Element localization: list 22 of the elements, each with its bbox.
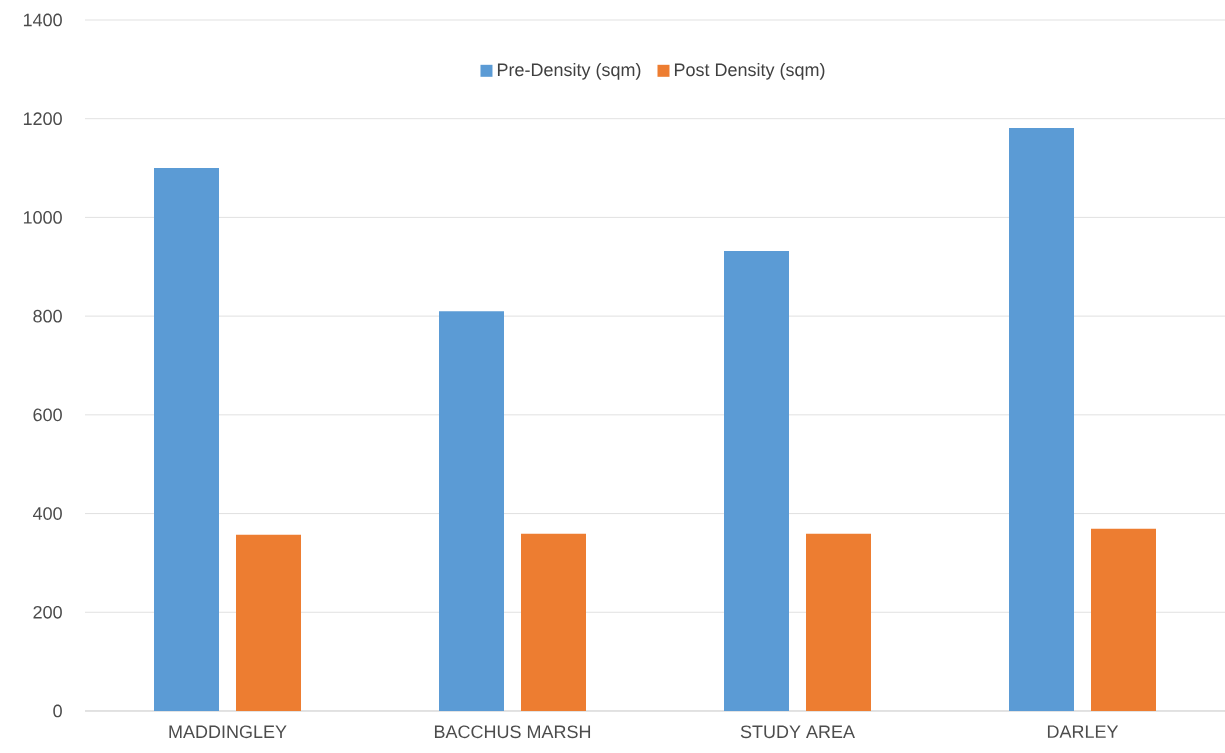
y-tick-label: 600 bbox=[33, 408, 62, 422]
y-tick-label: 1200 bbox=[23, 112, 62, 126]
bar bbox=[724, 250, 789, 711]
y-tick-label: 200 bbox=[33, 605, 62, 619]
y-tick-label: 0 bbox=[53, 704, 62, 718]
bar bbox=[806, 533, 871, 711]
legend-label: Post Density (sqm) bbox=[674, 62, 825, 80]
legend-label: Pre-Density (sqm) bbox=[497, 62, 641, 80]
x-tick-label: DARLEY bbox=[1047, 725, 1119, 738]
y-tick-label: 800 bbox=[33, 309, 62, 323]
bar bbox=[521, 533, 586, 711]
bar bbox=[1091, 528, 1156, 711]
bar bbox=[236, 534, 301, 711]
bar bbox=[154, 168, 219, 711]
x-tick-label: BACCHUS MARSH bbox=[434, 725, 591, 739]
bar bbox=[1009, 128, 1074, 711]
y-tick-label: 400 bbox=[32, 507, 62, 520]
y-tick-label: 1000 bbox=[23, 211, 62, 224]
bar bbox=[439, 311, 504, 711]
x-tick-label: STUDY AREA bbox=[740, 725, 855, 739]
x-tick-label: MADDINGLEY bbox=[169, 725, 287, 739]
y-tick-label: 1400 bbox=[23, 13, 62, 27]
